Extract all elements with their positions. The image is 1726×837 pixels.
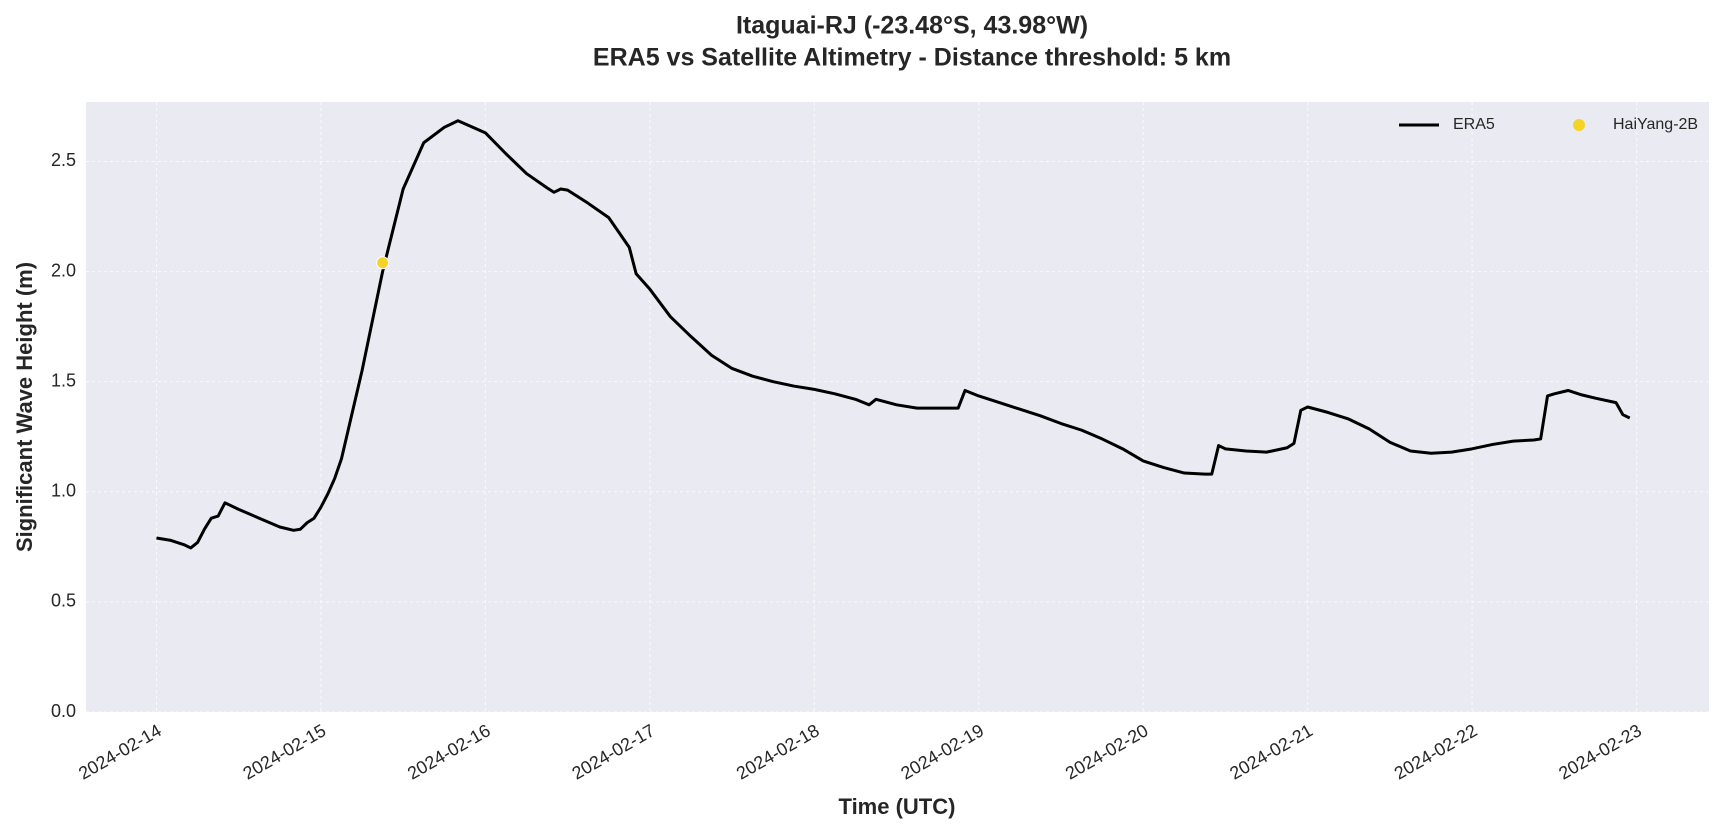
- legend-label: ERA5: [1453, 116, 1495, 133]
- legend-swatch: [1573, 119, 1585, 131]
- x-tick-label: 2024-02-16: [404, 720, 494, 783]
- y-tick-label: 1.5: [51, 370, 76, 390]
- y-tick-label: 1.0: [51, 481, 76, 501]
- legend-label: HaiYang-2B: [1613, 116, 1698, 133]
- y-tick-label: 0.0: [51, 701, 76, 721]
- x-tick-label: 2024-02-15: [240, 720, 330, 783]
- x-tick-label: 2024-02-19: [897, 720, 987, 783]
- y-axis-label: Significant Wave Height (m): [12, 262, 37, 552]
- chart-subtitle: ERA5 vs Satellite Altimetry - Distance t…: [593, 44, 1231, 72]
- y-tick-label: 0.5: [51, 591, 76, 611]
- x-tick-label: 2024-02-18: [733, 720, 823, 783]
- x-tick-label: 2024-02-21: [1226, 720, 1316, 783]
- scatter-point: [376, 256, 390, 270]
- y-tick-label: 2.0: [51, 260, 76, 280]
- x-tick-label: 2024-02-14: [75, 720, 165, 783]
- x-tick-label: 2024-02-22: [1391, 720, 1481, 783]
- line-series: [156, 119, 1631, 550]
- x-axis-label: Time (UTC): [839, 794, 956, 819]
- plot-background: [86, 102, 1709, 712]
- x-tick-label: 2024-02-23: [1555, 720, 1645, 783]
- x-tick-label: 2024-02-17: [568, 720, 658, 783]
- chart-title: Itaguai-RJ (-23.48°S, 43.98°W): [736, 12, 1088, 40]
- x-tick-label: 2024-02-20: [1062, 720, 1152, 783]
- y-tick-label: 2.5: [51, 150, 76, 170]
